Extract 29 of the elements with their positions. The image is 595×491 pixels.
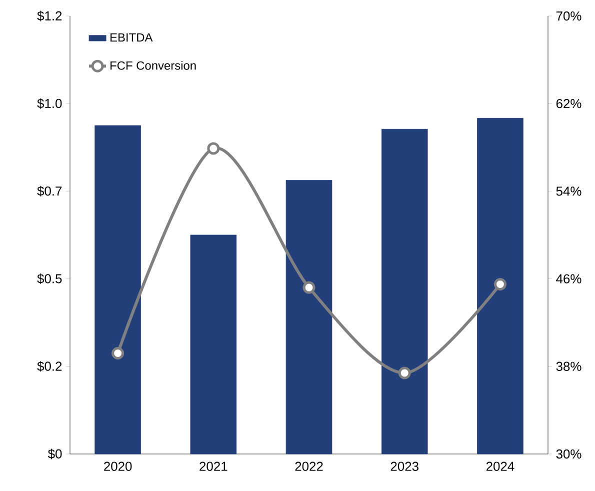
point bbox=[207, 142, 220, 155]
y2-tick-label: 62% bbox=[556, 98, 582, 108]
y2-tick-label: 70% bbox=[556, 11, 582, 21]
y-tick-label: $0.5 bbox=[37, 274, 62, 284]
y2-tick-label: 54% bbox=[556, 186, 582, 196]
point bbox=[494, 278, 506, 291]
x-tick-label: 2023 bbox=[390, 462, 418, 471]
point bbox=[302, 281, 316, 294]
y-tick-label: $1.2 bbox=[37, 10, 62, 22]
x-tick-label: 2020 bbox=[104, 462, 132, 471]
x-tick-label: 2024 bbox=[486, 462, 514, 471]
y-tick-label: $0 bbox=[48, 448, 62, 460]
x-tick-label: 2021 bbox=[200, 462, 228, 471]
bar bbox=[286, 180, 332, 454]
point bbox=[112, 346, 124, 360]
bar bbox=[381, 128, 428, 454]
y-tick-label: $0.7 bbox=[37, 186, 62, 196]
bar bbox=[94, 125, 141, 454]
bar bbox=[190, 234, 237, 454]
y2-tick-label: 46% bbox=[556, 274, 582, 284]
bar bbox=[477, 118, 524, 454]
legend-label: EBITDA bbox=[110, 33, 153, 42]
y-tick-label: $0.2 bbox=[37, 361, 62, 372]
x-tick-label: 2022 bbox=[295, 462, 323, 471]
legend-label: FCF Conversion bbox=[110, 61, 196, 70]
y2-tick-label: 38% bbox=[556, 362, 582, 371]
point bbox=[398, 366, 411, 380]
y-tick-label: $1.0 bbox=[37, 98, 62, 109]
y2-tick-label: 30% bbox=[556, 449, 582, 459]
